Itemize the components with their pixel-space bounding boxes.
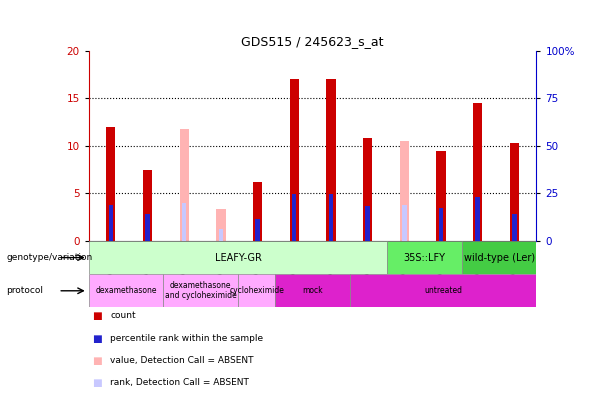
Bar xyxy=(89,241,387,274)
Bar xyxy=(238,274,275,307)
Bar xyxy=(253,182,262,241)
Text: dexamethasone
and cycloheximide: dexamethasone and cycloheximide xyxy=(165,281,237,301)
Text: mock: mock xyxy=(302,286,323,295)
Bar xyxy=(462,241,536,274)
Bar xyxy=(164,274,238,307)
Text: genotype/variation: genotype/variation xyxy=(6,253,93,262)
Bar xyxy=(216,209,226,241)
Text: value, Detection Call = ABSENT: value, Detection Call = ABSENT xyxy=(110,356,254,365)
Text: dexamethasone: dexamethasone xyxy=(96,286,157,295)
Text: rank, Detection Call = ABSENT: rank, Detection Call = ABSENT xyxy=(110,378,249,387)
Bar xyxy=(387,241,462,274)
Bar xyxy=(365,206,370,241)
Bar xyxy=(275,274,350,307)
Text: LEAFY-GR: LEAFY-GR xyxy=(215,253,262,262)
Text: ■: ■ xyxy=(92,378,102,388)
Text: protocol: protocol xyxy=(6,286,43,295)
Bar xyxy=(180,129,189,241)
Title: GDS515 / 245623_s_at: GDS515 / 245623_s_at xyxy=(242,35,384,48)
Bar xyxy=(292,194,297,241)
Text: ■: ■ xyxy=(92,334,102,344)
Bar xyxy=(145,214,150,241)
Bar xyxy=(512,214,517,241)
Text: percentile rank within the sample: percentile rank within the sample xyxy=(110,334,264,343)
Bar xyxy=(256,219,260,241)
Text: ■: ■ xyxy=(92,311,102,322)
Text: cycloheximide: cycloheximide xyxy=(229,286,284,295)
Bar xyxy=(182,203,186,241)
Text: 35S::LFY: 35S::LFY xyxy=(403,253,446,262)
Text: ■: ■ xyxy=(92,356,102,366)
Text: untreated: untreated xyxy=(424,286,462,295)
Bar xyxy=(143,170,152,241)
Bar xyxy=(329,194,333,241)
Bar xyxy=(106,127,115,241)
Bar xyxy=(350,274,536,307)
Bar xyxy=(510,143,519,241)
Bar xyxy=(109,205,113,241)
Bar xyxy=(476,197,480,241)
Text: count: count xyxy=(110,311,136,320)
Bar xyxy=(219,228,223,241)
Text: wild-type (Ler): wild-type (Ler) xyxy=(463,253,535,262)
Bar xyxy=(473,103,482,241)
Bar xyxy=(326,79,335,241)
Bar xyxy=(363,138,372,241)
Bar xyxy=(400,141,409,241)
Bar xyxy=(89,274,164,307)
Bar xyxy=(439,208,443,241)
Bar xyxy=(402,205,406,241)
Bar xyxy=(436,151,446,241)
Bar xyxy=(290,79,299,241)
